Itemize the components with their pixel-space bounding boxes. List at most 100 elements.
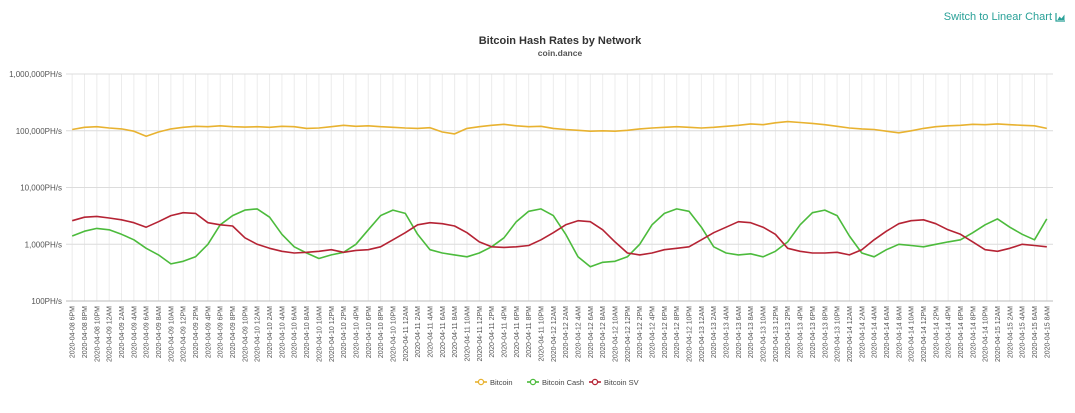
legend-label: Bitcoin [490,378,513,387]
chart-title: Bitcoin Hash Rates by Network [479,35,642,47]
x-tick-label: 2020-04-13 2AM [711,306,718,358]
x-tick-label: 2020-04-15 6AM [1032,306,1039,358]
x-tick-label: 2020-04-12 8AM [600,306,607,358]
x-tick-label: 2020-04-14 4PM [946,306,953,358]
legend-marker [529,378,537,386]
x-tick-label: 2020-04-12 4AM [576,306,583,358]
x-tick-label: 2020-04-10 10PM [390,306,397,362]
y-axis: 100PH/s 1,000PH/s 10,000PH/s 100,000PH/s 1,0… [9,70,62,306]
x-tick-label: 2020-04-15 4AM [1020,306,1027,358]
x-tick-label: 2020-04-14 10AM [909,306,916,362]
x-tick-label: 2020-04-09 12PM [181,306,188,362]
x-tick-label: 2020-04-10 4PM [353,306,360,358]
area-chart-icon [1055,12,1066,22]
chart-gridlines [66,73,1053,302]
x-tick-label: 2020-04-10 10AM [316,306,323,362]
x-tick-label: 2020-04-08 8PM [82,306,89,358]
y-tick-label: 10,000PH/s [20,184,62,193]
x-tick-label: 2020-04-14 12PM [921,306,928,362]
x-tick-label: 2020-04-10 12PM [329,306,336,362]
legend-item-bitcoin-sv[interactable]: Bitcoin SV [589,378,639,387]
switch-to-linear-chart-link[interactable]: Switch to Linear Chart [944,11,1066,23]
x-tick-label: 2020-04-09 2PM [193,306,200,358]
x-tick-label: 2020-04-10 6AM [292,306,299,358]
legend-item-bitcoin-cash[interactable]: Bitcoin Cash [527,378,584,387]
x-tick-label: 2020-04-13 10AM [761,306,768,362]
series-line-bitcoin [72,120,1047,137]
x-tick-label: 2020-04-14 2PM [933,306,940,358]
x-tick-label: 2020-04-11 10PM [538,306,545,362]
legend-marker [477,378,485,386]
x-tick-label: 2020-04-13 12PM [773,306,780,362]
x-tick-label: 2020-04-11 2AM [415,306,422,358]
x-tick-label: 2020-04-14 4AM [872,306,879,358]
x-tick-label: 2020-04-13 2PM [785,306,792,358]
x-tick-label: 2020-04-15 12AM [995,306,1002,362]
series-line-bitcoin-sv [71,211,1047,256]
x-tick-label: 2020-04-09 12AM [107,306,114,362]
x-tick-label: 2020-04-09 10AM [168,306,175,362]
legend-label: Bitcoin SV [604,378,639,387]
x-axis: 2020-04-08 6PM 2020-04-08 8PM 2020-04-08 1… [66,300,1053,362]
legend-label: Bitcoin Cash [542,378,584,387]
x-tick-label: 2020-04-12 6PM [662,306,669,358]
x-tick-label: 2020-04-14 2AM [859,306,866,358]
x-tick-label: 2020-04-08 6PM [70,306,77,358]
x-tick-label: 2020-04-14 10PM [983,306,990,362]
x-tick-label: 2020-04-11 6AM [440,306,447,358]
x-tick-label: 2020-04-10 8PM [378,306,385,358]
x-tick-label: 2020-04-09 6AM [144,306,151,358]
x-tick-label: 2020-04-13 4PM [798,306,805,358]
x-tick-label: 2020-04-10 4AM [279,306,286,358]
x-tick-label: 2020-04-13 6PM [810,306,817,358]
switch-to-linear-chart-label: Switch to Linear Chart [943,11,1052,23]
x-tick-label: 2020-04-11 2PM [489,306,496,358]
x-tick-label: 2020-04-12 2PM [637,306,644,358]
x-tick-label: 2020-04-14 8AM [896,306,903,358]
x-tick-label: 2020-04-12 4PM [650,306,657,358]
x-tick-label: 2020-04-11 8PM [526,306,533,358]
x-tick-label: 2020-04-14 6AM [884,306,891,358]
x-tick-label: 2020-04-15 2AM [1007,306,1014,358]
x-tick-label: 2020-04-12 12AM [551,306,558,362]
series-line-bitcoin-cash [71,208,1048,268]
y-tick-label: 1,000PH/s [25,240,62,249]
x-tick-label: 2020-04-12 2AM [563,306,570,358]
x-tick-label: 2020-04-13 8PM [822,306,829,358]
x-tick-label: 2020-04-09 8AM [156,306,163,358]
x-tick-label: 2020-04-11 8AM [452,306,459,358]
y-tick-label: 1,000,000PH/s [9,70,62,79]
x-tick-label: 2020-04-09 4AM [131,306,138,358]
y-tick-label: 100PH/s [31,297,62,306]
x-tick-label: 2020-04-10 12AM [255,306,262,362]
chart-legend: Bitcoin Bitcoin Cash Bitcoin SV [475,378,639,387]
x-tick-label: 2020-04-13 10PM [835,306,842,362]
series-lines [71,120,1048,268]
legend-marker [591,378,599,386]
x-tick-label: 2020-04-12 8PM [674,306,681,358]
x-tick-label: 2020-04-13 6AM [736,306,743,358]
legend-item-bitcoin[interactable]: Bitcoin [475,378,513,387]
x-tick-label: 2020-04-13 12AM [699,306,706,362]
x-tick-label: 2020-04-09 4PM [205,306,212,358]
x-tick-label: 2020-04-14 8PM [970,306,977,358]
x-tick-label: 2020-04-11 4AM [427,306,434,358]
x-tick-label: 2020-04-11 6PM [514,306,521,358]
x-tick-label: 2020-04-14 6PM [958,306,965,358]
x-tick-label: 2020-04-11 4PM [501,306,508,358]
x-tick-label: 2020-04-10 2AM [267,306,274,358]
x-tick-label: 2020-04-09 8PM [230,306,237,358]
x-tick-label: 2020-04-15 8AM [1044,306,1051,358]
chart-subtitle: coin.dance [538,48,583,58]
x-tick-label: 2020-04-12 6AM [588,306,595,358]
x-tick-label: 2020-04-08 10PM [94,306,101,362]
x-tick-label: 2020-04-12 12PM [625,306,632,362]
x-tick-label: 2020-04-11 12AM [403,306,410,362]
x-tick-label: 2020-04-13 8AM [748,306,755,358]
x-tick-label: 2020-04-10 8AM [304,306,311,358]
x-tick-label: 2020-04-09 10PM [242,306,249,362]
x-tick-label: 2020-04-10 2PM [341,306,348,358]
x-tick-label: 2020-04-09 2AM [119,306,126,358]
x-tick-label: 2020-04-11 12PM [477,306,484,362]
